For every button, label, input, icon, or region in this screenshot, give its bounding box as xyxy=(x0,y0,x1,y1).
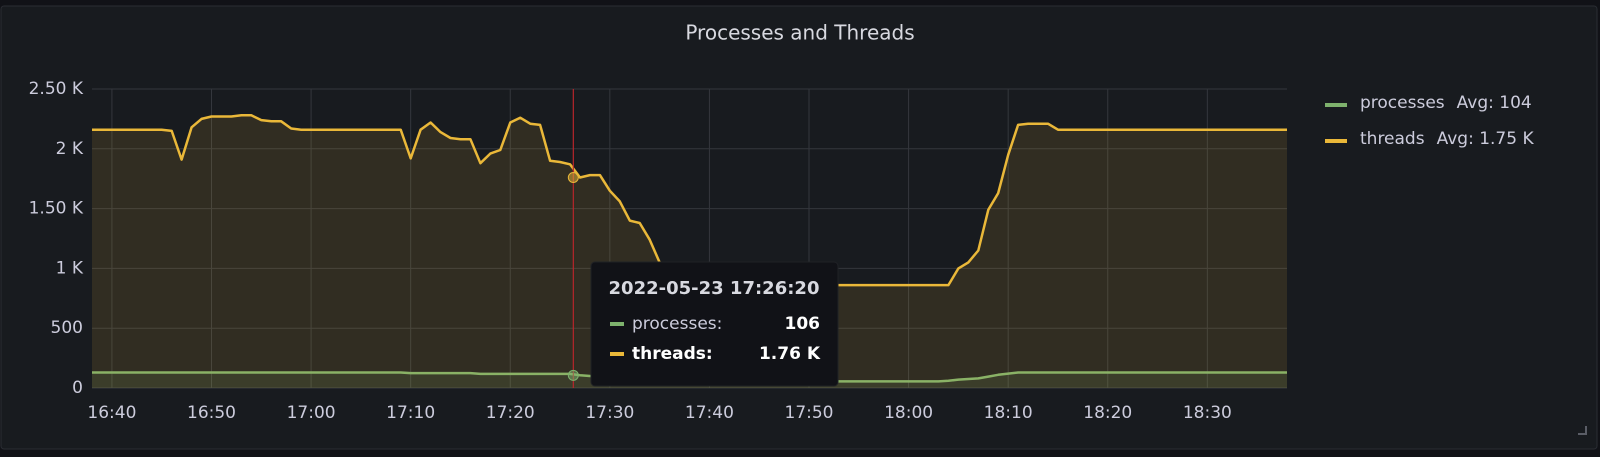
x-tick-label: 17:30 xyxy=(585,403,634,423)
legend-label: threads xyxy=(1360,129,1425,149)
x-tick-label: 17:50 xyxy=(785,403,834,423)
x-tick-label: 18:10 xyxy=(984,403,1033,423)
panel-frame xyxy=(0,5,1598,450)
tooltip-label: processes: xyxy=(632,314,722,334)
hover-point xyxy=(567,369,579,381)
legend-label: processes xyxy=(1360,93,1445,113)
x-tick-label: 18:00 xyxy=(884,403,933,423)
hover-point xyxy=(567,172,579,184)
area-fill xyxy=(92,372,1287,388)
resize-handle[interactable] xyxy=(1578,426,1587,435)
x-tick-label: 17:00 xyxy=(287,403,336,423)
tooltip-time: 2022-05-23 17:26:20 xyxy=(609,278,820,299)
y-tick-label: 1 K xyxy=(56,258,84,278)
x-tick-label: 16:50 xyxy=(187,403,236,423)
tooltip-box xyxy=(590,261,839,387)
x-tick-label: 17:10 xyxy=(386,403,435,423)
x-tick-label: 17:20 xyxy=(486,403,535,423)
x-tick-label: 18:30 xyxy=(1183,403,1232,423)
tooltip-label: threads: xyxy=(632,344,713,364)
y-tick-label: 2.50 K xyxy=(29,79,84,99)
legend-value: Avg: 1.75 K xyxy=(1437,129,1535,149)
x-tick-label: 16:40 xyxy=(87,403,136,423)
y-tick-label: 2 K xyxy=(56,139,84,159)
x-tick-label: 17:40 xyxy=(685,403,734,423)
y-tick-label: 0 xyxy=(72,378,83,398)
tooltip-value: 1.76 K xyxy=(759,344,821,364)
panel-title: Processes and Threads xyxy=(685,21,914,45)
y-tick-label: 500 xyxy=(51,318,83,338)
legend-value: Avg: 104 xyxy=(1457,93,1532,113)
plot-area: 0 500 1 K 1.50 K 2 K 2.50 K 16:40 16:50 17:00 17:… xyxy=(29,79,1287,423)
y-tick-label: 1.50 K xyxy=(29,199,84,219)
x-tick-label: 18:20 xyxy=(1083,403,1132,423)
area-fill xyxy=(92,115,1287,389)
tooltip-value: 106 xyxy=(785,314,821,334)
